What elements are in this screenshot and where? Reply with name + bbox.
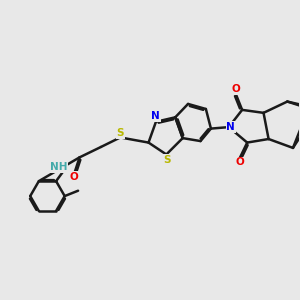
Text: NH: NH (50, 162, 68, 172)
Text: S: S (163, 154, 171, 164)
Text: N: N (226, 122, 235, 132)
Text: S: S (116, 128, 124, 138)
Text: N: N (151, 111, 160, 122)
Text: O: O (70, 172, 79, 182)
Text: O: O (236, 158, 244, 167)
Text: O: O (231, 84, 240, 94)
